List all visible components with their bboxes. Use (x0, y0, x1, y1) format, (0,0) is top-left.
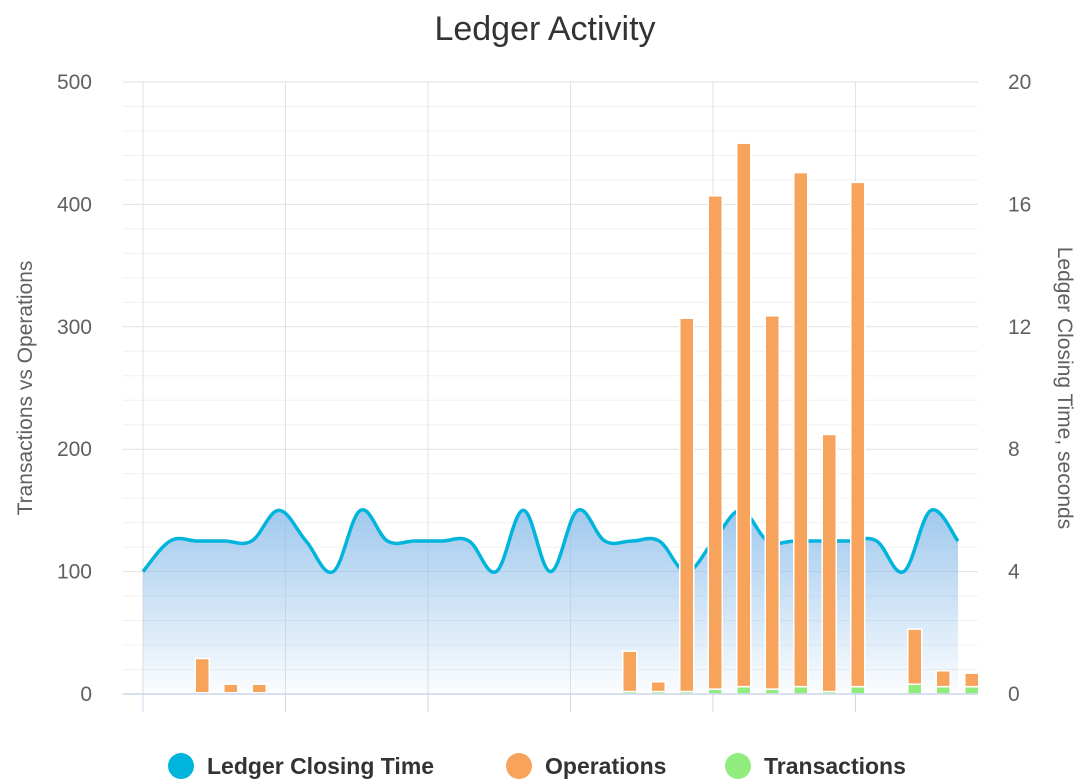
y-right-tick-label: 4 (1008, 561, 1020, 584)
y-right-tick-label: 12 (1008, 316, 1031, 339)
y-left-tick-label: 500 (57, 71, 92, 94)
operations-bar[interactable] (907, 628, 923, 685)
operations-bar[interactable] (194, 657, 210, 694)
legend-item-ledger-closing-time[interactable]: Ledger Closing Time (168, 753, 434, 779)
operations-bar[interactable] (821, 433, 837, 693)
transactions-bar[interactable] (736, 685, 752, 695)
transactions-bar[interactable] (964, 685, 980, 695)
operations-bar[interactable] (707, 195, 723, 690)
y-left-tick-label: 0 (80, 683, 92, 706)
legend-item-operations[interactable]: Operations (506, 753, 666, 779)
y-left-tick-label: 300 (57, 316, 92, 339)
operations-bar[interactable] (650, 681, 666, 693)
operations-bar[interactable] (679, 317, 695, 693)
y-left-tick-label: 100 (57, 561, 92, 584)
y-right-tick-label: 20 (1008, 71, 1031, 94)
operations-bar[interactable] (850, 181, 866, 688)
operations-bar[interactable] (793, 171, 809, 688)
operations-bar[interactable] (764, 315, 780, 690)
operations-bar[interactable] (251, 683, 267, 694)
legend-marker (168, 753, 194, 779)
transactions-bar[interactable] (793, 685, 809, 695)
y-right-tick-label: 0 (1008, 683, 1020, 706)
operations-bar[interactable] (736, 142, 752, 688)
transactions-bar[interactable] (850, 685, 866, 695)
y-right-tick-label: 8 (1008, 438, 1020, 461)
operations-bar[interactable] (935, 669, 951, 688)
bars-layer (194, 142, 980, 695)
legend-label: Operations (545, 753, 666, 779)
legend-marker (506, 753, 532, 779)
transactions-bar[interactable] (935, 685, 951, 695)
chart-title: Ledger Activity (434, 10, 655, 48)
legend: Ledger Closing Time Operations Transaction… (168, 753, 906, 779)
y-left-tick-label: 400 (57, 193, 92, 216)
axes-layer: 0 100 200 300 400 500 0 4 8 12 16 20 (57, 71, 1031, 712)
operations-bar[interactable] (964, 672, 980, 688)
legend-marker (725, 753, 751, 779)
closing-time-area-fill (143, 509, 958, 694)
transactions-bar[interactable] (907, 683, 923, 695)
y-left-tick-label: 200 (57, 438, 92, 461)
operations-bar[interactable] (223, 683, 239, 694)
operations-bar[interactable] (622, 650, 638, 693)
legend-label: Ledger Closing Time (207, 753, 434, 779)
y-axis-left-title: Transactions vs Operations (14, 261, 37, 516)
y-axis-right-title: Ledger Closing Time, seconds (1053, 247, 1076, 530)
legend-item-transactions[interactable]: Transactions (725, 753, 906, 779)
y-right-tick-label: 16 (1008, 193, 1031, 216)
legend-label: Transactions (764, 753, 906, 779)
